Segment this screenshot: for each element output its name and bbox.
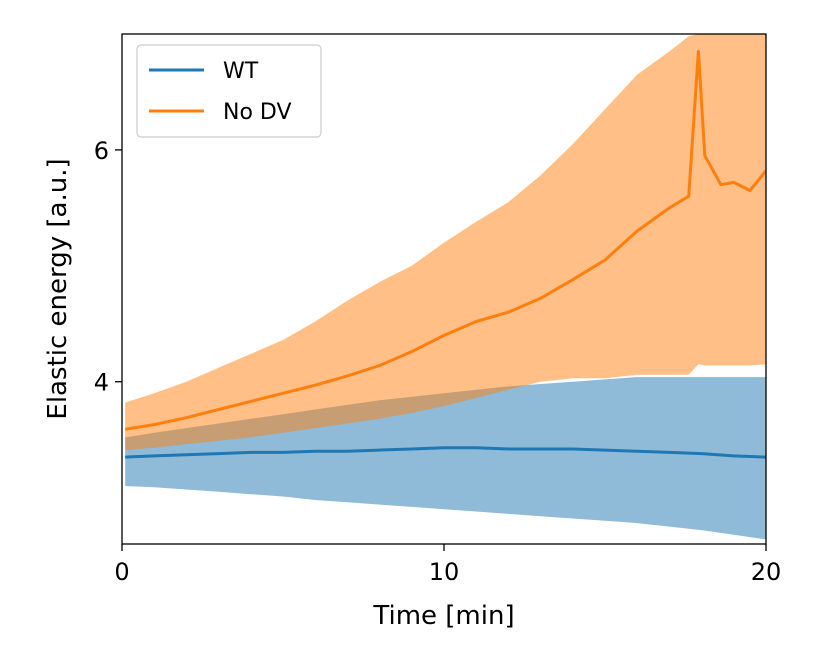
legend-label-no-dv: No DV bbox=[223, 100, 292, 125]
confidence-bands bbox=[125, 34, 766, 540]
legend-box bbox=[136, 44, 322, 138]
line-no-dv bbox=[124, 49, 766, 431]
x-axis-label: Time [min] bbox=[372, 601, 514, 631]
x-tick-label: 0 bbox=[114, 558, 129, 586]
y-tick-label: 4 bbox=[94, 369, 109, 397]
y-axis-label: Elastic energy [a.u.] bbox=[43, 158, 73, 419]
x-tick-label: 10 bbox=[429, 558, 460, 586]
legend-label-wt: WT bbox=[223, 59, 259, 84]
x-axis-ticks: 0 10 20 bbox=[114, 544, 781, 586]
line-wt bbox=[125, 446, 766, 459]
band-no-dv bbox=[125, 34, 766, 451]
mean-lines bbox=[124, 49, 766, 459]
y-axis-ticks: 46 bbox=[94, 137, 122, 397]
legend: WT No DV bbox=[136, 44, 322, 138]
y-tick-label: 6 bbox=[94, 137, 109, 165]
x-tick-label: 20 bbox=[751, 558, 782, 586]
